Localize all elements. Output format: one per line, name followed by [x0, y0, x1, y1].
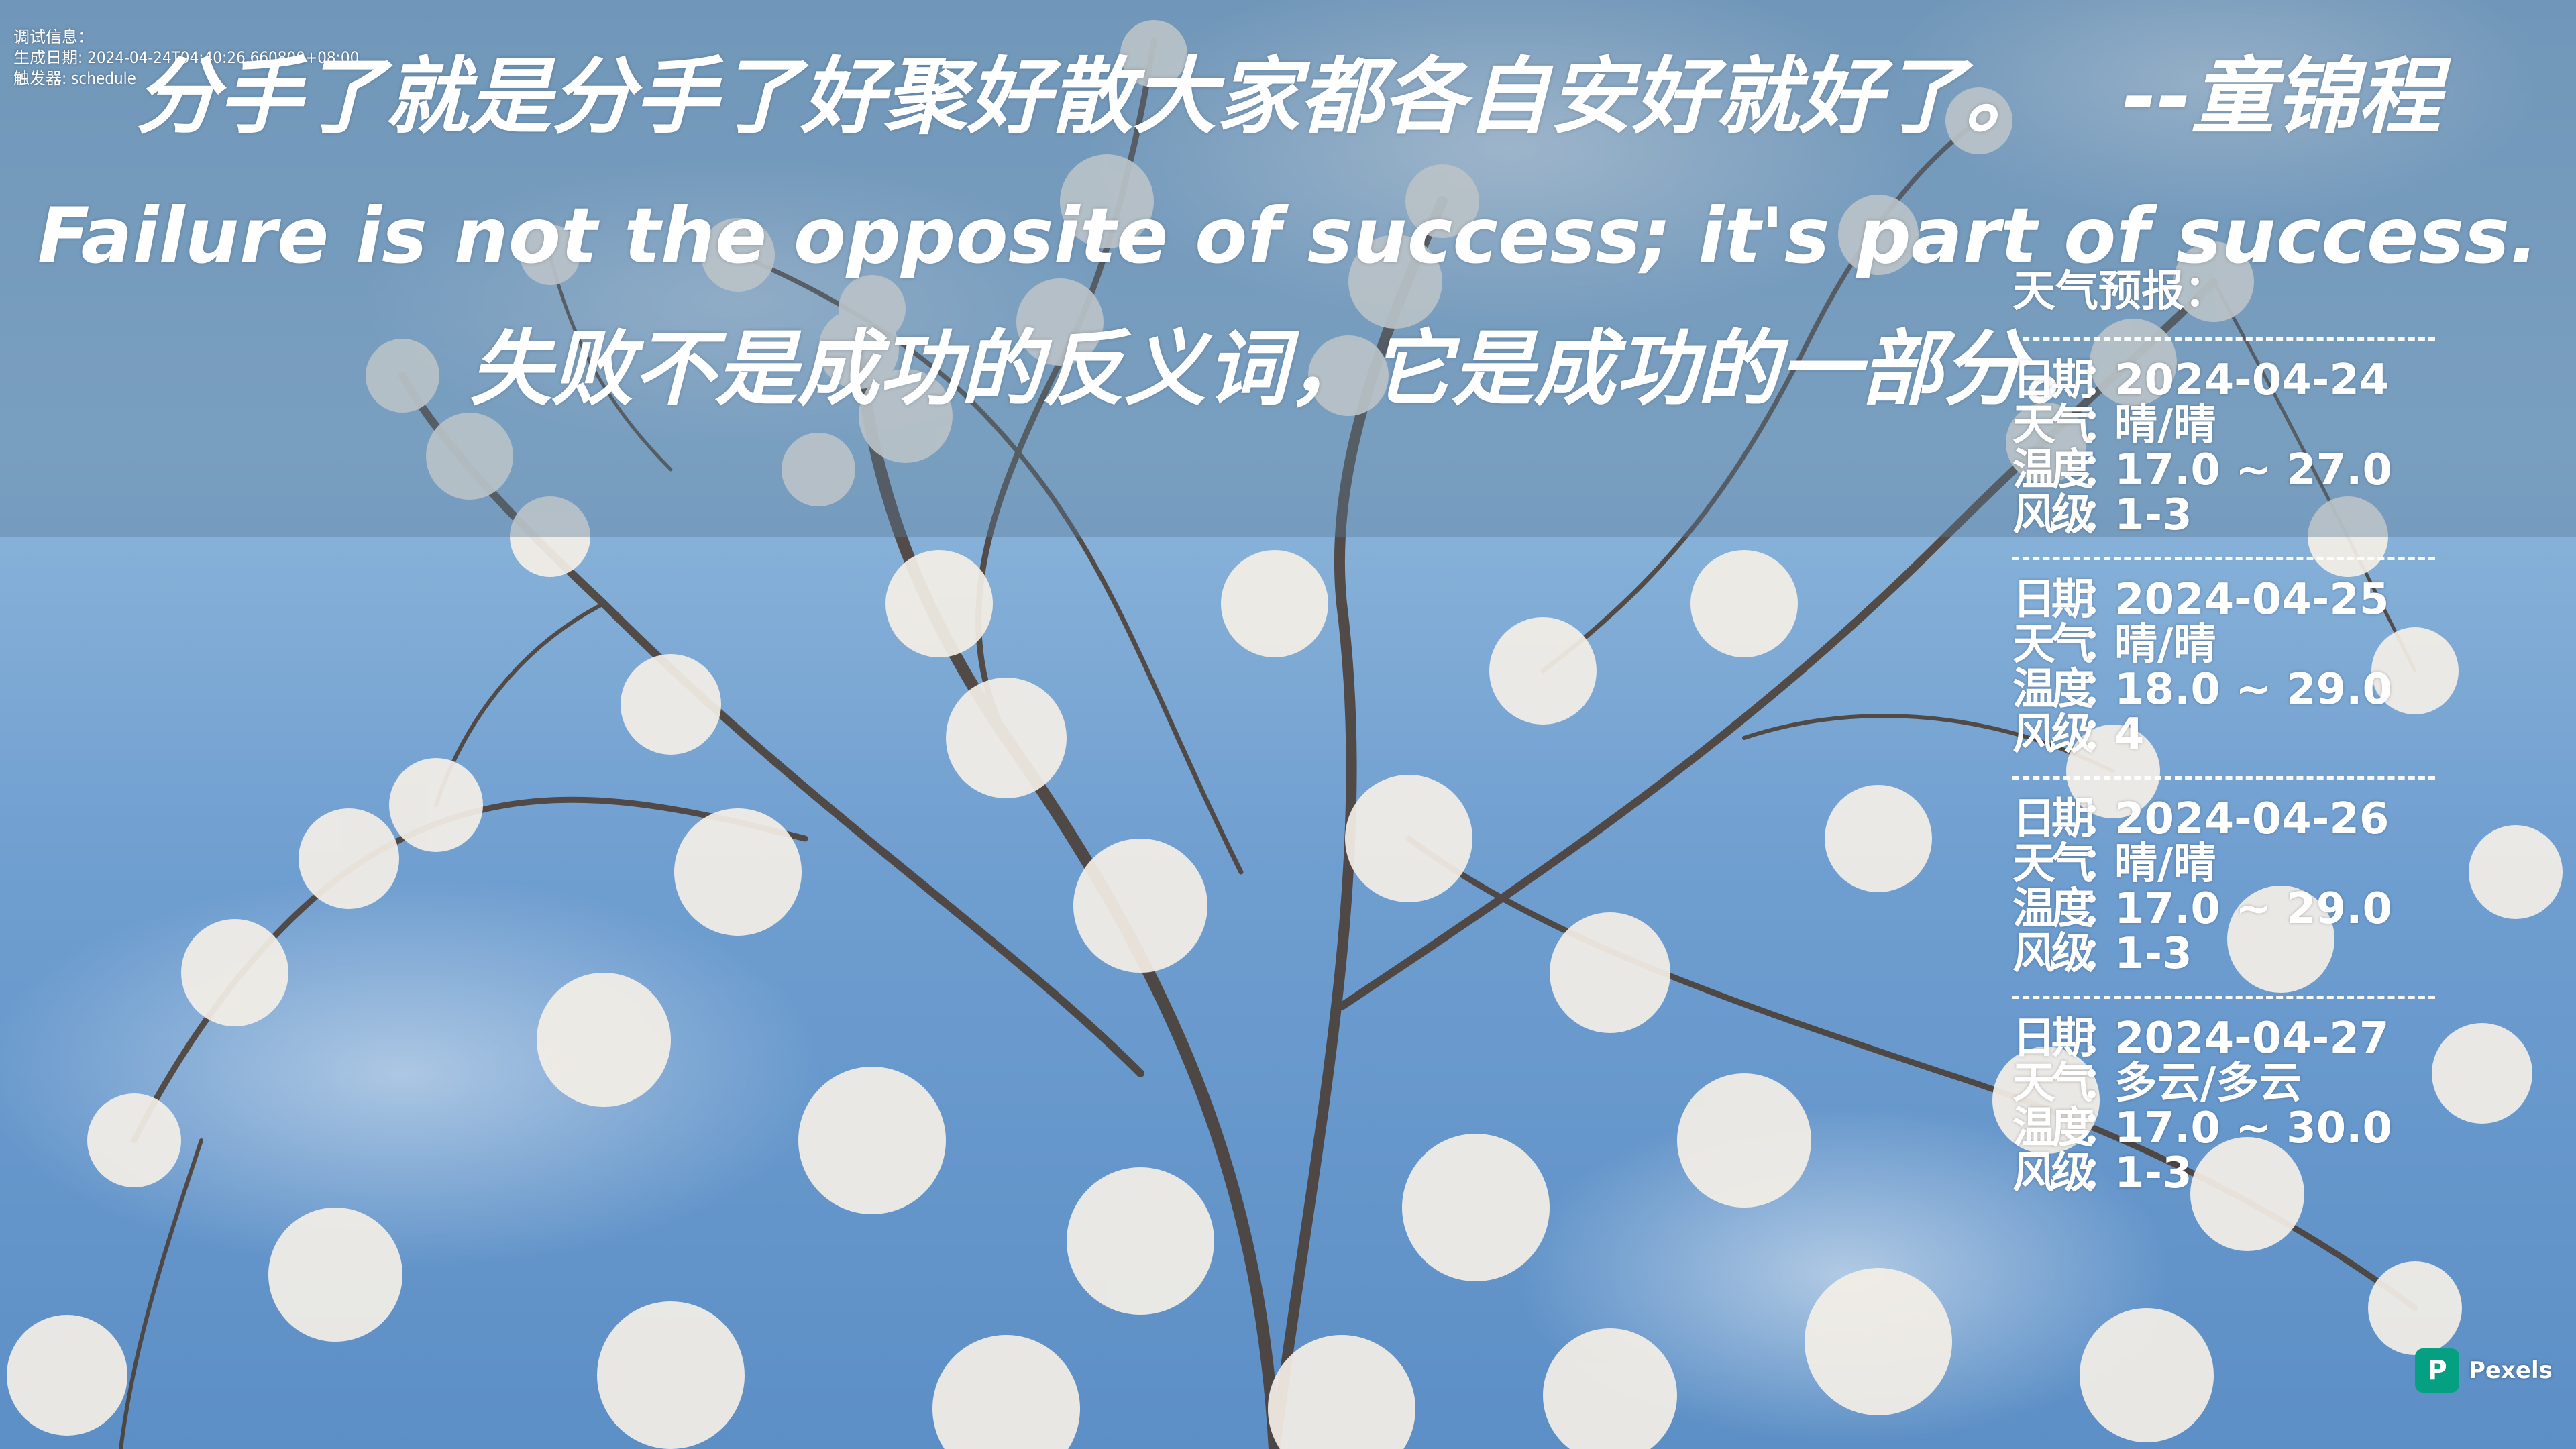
colon: ：	[2081, 1148, 2124, 1198]
forecast-weather-row: 天气：晴/晴	[2012, 842, 2475, 887]
forecast-temp-row: 温度：17.0 ~ 29.0	[2012, 887, 2475, 932]
pexels-label: Pexels	[2469, 1357, 2553, 1384]
weather-title: 天气预报：	[2012, 267, 2227, 317]
colon: ：	[2081, 400, 2124, 450]
date-label: 日期	[2012, 356, 2094, 405]
forecast-wind: 4	[2114, 710, 2145, 759]
colon: ：	[2081, 575, 2124, 625]
forecast-wind-row: 风级：1-3	[2012, 932, 2475, 977]
colon: ：	[2081, 1104, 2124, 1153]
date-label: 日期	[2012, 1014, 2094, 1063]
weather-label: 天气	[2012, 1059, 2094, 1108]
quote-chinese-text: 分手了就是分手了好聚好散大家都各自安好就好了。	[135, 49, 2049, 146]
debug-trigger: 触发器: schedule	[13, 69, 136, 88]
quote-translation: 失败不是成功的反义词，它是成功的一部分。	[470, 321, 2106, 417]
colon: ：	[2081, 1014, 2124, 1063]
colon: ：	[2081, 445, 2124, 495]
date-label: 日期	[2012, 575, 2094, 625]
colon: ：	[2081, 490, 2124, 540]
forecast-date: 2024-04-26	[2114, 794, 2390, 844]
forecast-temp: 17.0 ~ 29.0	[2114, 884, 2392, 934]
wind-label: 风级	[2012, 929, 2094, 979]
forecast-temp: 18.0 ~ 29.0	[2114, 665, 2392, 714]
forecast-temp-row: 温度：17.0 ~ 27.0	[2012, 448, 2475, 493]
forecast-date-row: 日期：2024-04-27	[2012, 1016, 2475, 1061]
forecast-date: 2024-04-25	[2114, 575, 2390, 625]
forecast-wind-row: 风级：1-3	[2012, 493, 2475, 538]
forecast-temp: 17.0 ~ 27.0	[2114, 445, 2392, 495]
forecast-weather: 晴/晴	[2114, 839, 2216, 889]
temp-label: 温度	[2012, 665, 2094, 714]
forecast-day: 日期：2024-04-27 天气：多云/多云 温度：17.0 ~ 30.0 风级…	[2012, 1016, 2475, 1196]
pexels-watermark[interactable]: P Pexels	[2415, 1348, 2553, 1393]
forecast-temp-row: 温度：17.0 ~ 30.0	[2012, 1106, 2475, 1151]
forecast-day: 日期：2024-04-24 天气：晴/晴 温度：17.0 ~ 27.0 风级：1…	[2012, 358, 2475, 538]
colon: ：	[2081, 356, 2124, 405]
forecast-day: 日期：2024-04-26 天气：晴/晴 温度：17.0 ~ 29.0 风级：1…	[2012, 797, 2475, 977]
temp-label: 温度	[2012, 1104, 2094, 1153]
forecast-day: 日期：2024-04-25 天气：晴/晴 温度：18.0 ~ 29.0 风级：4	[2012, 578, 2475, 757]
colon: ：	[2081, 620, 2124, 669]
divider	[2012, 337, 2435, 341]
quote-chinese: 分手了就是分手了好聚好散大家都各自安好就好了。 --童锦程	[0, 40, 2576, 154]
weather-label: 天气	[2012, 839, 2094, 889]
forecast-date: 2024-04-27	[2114, 1014, 2390, 1063]
forecast-wind-row: 风级：4	[2012, 712, 2475, 757]
debug-title: 调试信息：	[13, 28, 94, 46]
date-label: 日期	[2012, 794, 2094, 844]
wind-label: 风级	[2012, 1148, 2094, 1198]
forecast-weather: 晴/晴	[2114, 400, 2216, 450]
forecast-weather-row: 天气：多云/多云	[2012, 1061, 2475, 1106]
forecast-date: 2024-04-24	[2114, 356, 2390, 405]
colon: ：	[2081, 839, 2124, 889]
forecast-wind-row: 风级：1-3	[2012, 1151, 2475, 1196]
colon: ：	[2081, 665, 2124, 714]
wind-label: 风级	[2012, 490, 2094, 540]
forecast-weather-row: 天气：晴/晴	[2012, 403, 2475, 448]
forecast-weather: 晴/晴	[2114, 620, 2216, 669]
forecast-date-row: 日期：2024-04-25	[2012, 578, 2475, 623]
debug-info: 调试信息： 生成日期: 2024-04-24T04:40:26.660800+0…	[13, 27, 359, 89]
weather-forecast-panel: 天气预报： 日期：2024-04-24 天气：晴/晴 温度：17.0 ~ 27.…	[2012, 265, 2475, 1196]
colon: ：	[2081, 929, 2124, 979]
forecast-temp: 17.0 ~ 30.0	[2114, 1104, 2392, 1153]
divider	[2012, 776, 2435, 780]
quote-author: --童锦程	[2122, 49, 2441, 146]
forecast-temp-row: 温度：18.0 ~ 29.0	[2012, 667, 2475, 712]
colon: ：	[2081, 1059, 2124, 1108]
quote-english: Failure is not the opposite of success; …	[37, 191, 2539, 280]
forecast-wind: 1-3	[2114, 929, 2192, 979]
divider	[2012, 557, 2435, 560]
weather-label: 天气	[2012, 400, 2094, 450]
weather-label: 天气	[2012, 620, 2094, 669]
quote-banner-overlay	[0, 0, 2576, 537]
divider	[2012, 996, 2435, 999]
forecast-weather-row: 天气：晴/晴	[2012, 623, 2475, 667]
colon: ：	[2081, 710, 2124, 759]
wind-label: 风级	[2012, 710, 2094, 759]
forecast-date-row: 日期：2024-04-26	[2012, 797, 2475, 842]
debug-generated-date: 生成日期: 2024-04-24T04:40:26.660800+08:00	[13, 48, 360, 67]
pexels-logo-icon: P	[2415, 1348, 2459, 1393]
forecast-weather: 多云/多云	[2114, 1059, 2302, 1108]
forecast-wind: 1-3	[2114, 490, 2192, 540]
forecast-wind: 1-3	[2114, 1148, 2192, 1198]
temp-label: 温度	[2012, 884, 2094, 934]
colon: ：	[2081, 884, 2124, 934]
forecast-date-row: 日期：2024-04-24	[2012, 358, 2475, 403]
colon: ：	[2081, 794, 2124, 844]
temp-label: 温度	[2012, 445, 2094, 495]
